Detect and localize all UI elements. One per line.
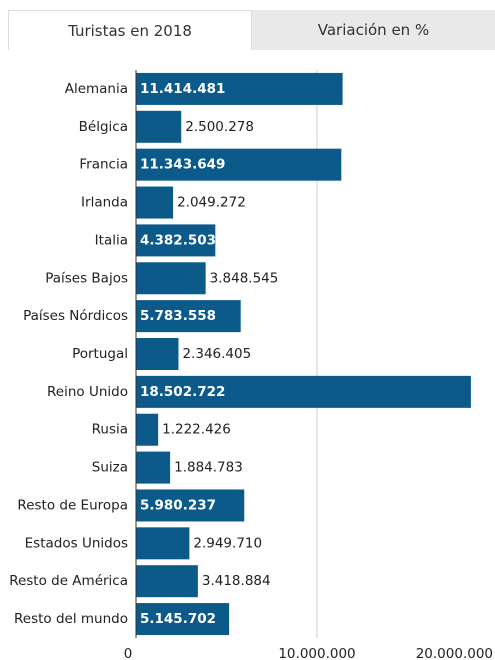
y-tick-label: Países Bajos [45, 270, 128, 286]
y-tick-label: Alemania [65, 81, 128, 97]
value-label: 11.343.649 [140, 157, 225, 173]
bar [136, 489, 245, 522]
x-tick-label: 0 [124, 646, 133, 660]
value-label: 11.414.481 [140, 81, 225, 97]
y-tick-label: Portugal [72, 346, 128, 362]
tab[interactable]: Turistas en 2018 [8, 10, 252, 50]
y-tick-label: Resto de América [9, 573, 128, 589]
y-tick-label: Francia [79, 157, 128, 173]
x-tick-label: 20.000.000 [416, 646, 493, 660]
y-tick-label: Bélgica [79, 119, 128, 135]
value-label: 1.884.783 [174, 460, 243, 476]
bar [136, 527, 190, 560]
y-tick-label: Italia [95, 232, 128, 248]
x-tick-label: 10.000.000 [278, 646, 355, 660]
bar [136, 262, 206, 295]
value-label: 5.145.702 [140, 611, 216, 627]
value-label: 4.382.503 [140, 232, 216, 248]
y-tick-label: Irlanda [81, 195, 128, 211]
value-label: 2.949.710 [193, 535, 262, 551]
bar [136, 338, 179, 370]
value-label: 2.346.405 [182, 346, 251, 362]
y-tick-label: Suiza [92, 460, 128, 476]
value-label: 1.222.426 [162, 422, 231, 438]
y-tick-label: Países Nórdicos [23, 308, 128, 324]
value-label: 18.502.722 [140, 384, 225, 400]
y-tick-label: Reino Unido [47, 384, 128, 400]
bar [136, 300, 241, 333]
value-label: 3.418.884 [202, 573, 271, 589]
y-tick-label: Rusia [92, 422, 128, 438]
bar [136, 565, 198, 598]
bar [136, 186, 174, 219]
value-label: 2.049.272 [177, 195, 246, 211]
bar [136, 72, 343, 105]
bar [136, 413, 159, 446]
bar [136, 110, 182, 143]
bar [136, 451, 171, 484]
bar [136, 375, 471, 408]
value-label: 2.500.278 [185, 119, 254, 135]
y-tick-label: Estados Unidos [25, 535, 128, 551]
y-tick-label: Resto del mundo [14, 611, 128, 627]
value-label: 5.980.237 [140, 497, 216, 513]
tab[interactable]: Variación en % [252, 10, 495, 50]
bar [136, 224, 216, 257]
value-label: 3.848.545 [210, 270, 279, 286]
y-tick-label: Resto de Europa [17, 497, 128, 513]
value-label: 5.783.558 [140, 308, 216, 324]
bar [136, 148, 342, 181]
bar [136, 603, 230, 636]
